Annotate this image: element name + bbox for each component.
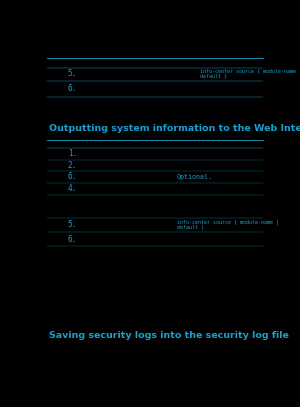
Text: 6.: 6. [68,172,77,181]
Text: 1.: 1. [68,149,77,158]
Text: Outputting system information to the Web Interface: Outputting system information to the Web… [49,124,300,133]
Text: default }: default } [177,224,204,229]
Text: 6.: 6. [68,234,77,243]
Text: 2.: 2. [68,161,77,170]
Text: info-center source { module-name |: info-center source { module-name | [177,219,279,225]
Text: 6.: 6. [68,85,77,94]
Text: 5.: 5. [68,70,77,79]
Text: default }: default } [200,74,227,79]
Text: Optional.: Optional. [177,174,213,180]
Text: info-center source { module-name |: info-center source { module-name | [200,69,300,74]
Text: 5.: 5. [68,220,77,229]
Text: Saving security logs into the security log file: Saving security logs into the security l… [49,331,289,340]
Text: 4.: 4. [68,184,77,193]
